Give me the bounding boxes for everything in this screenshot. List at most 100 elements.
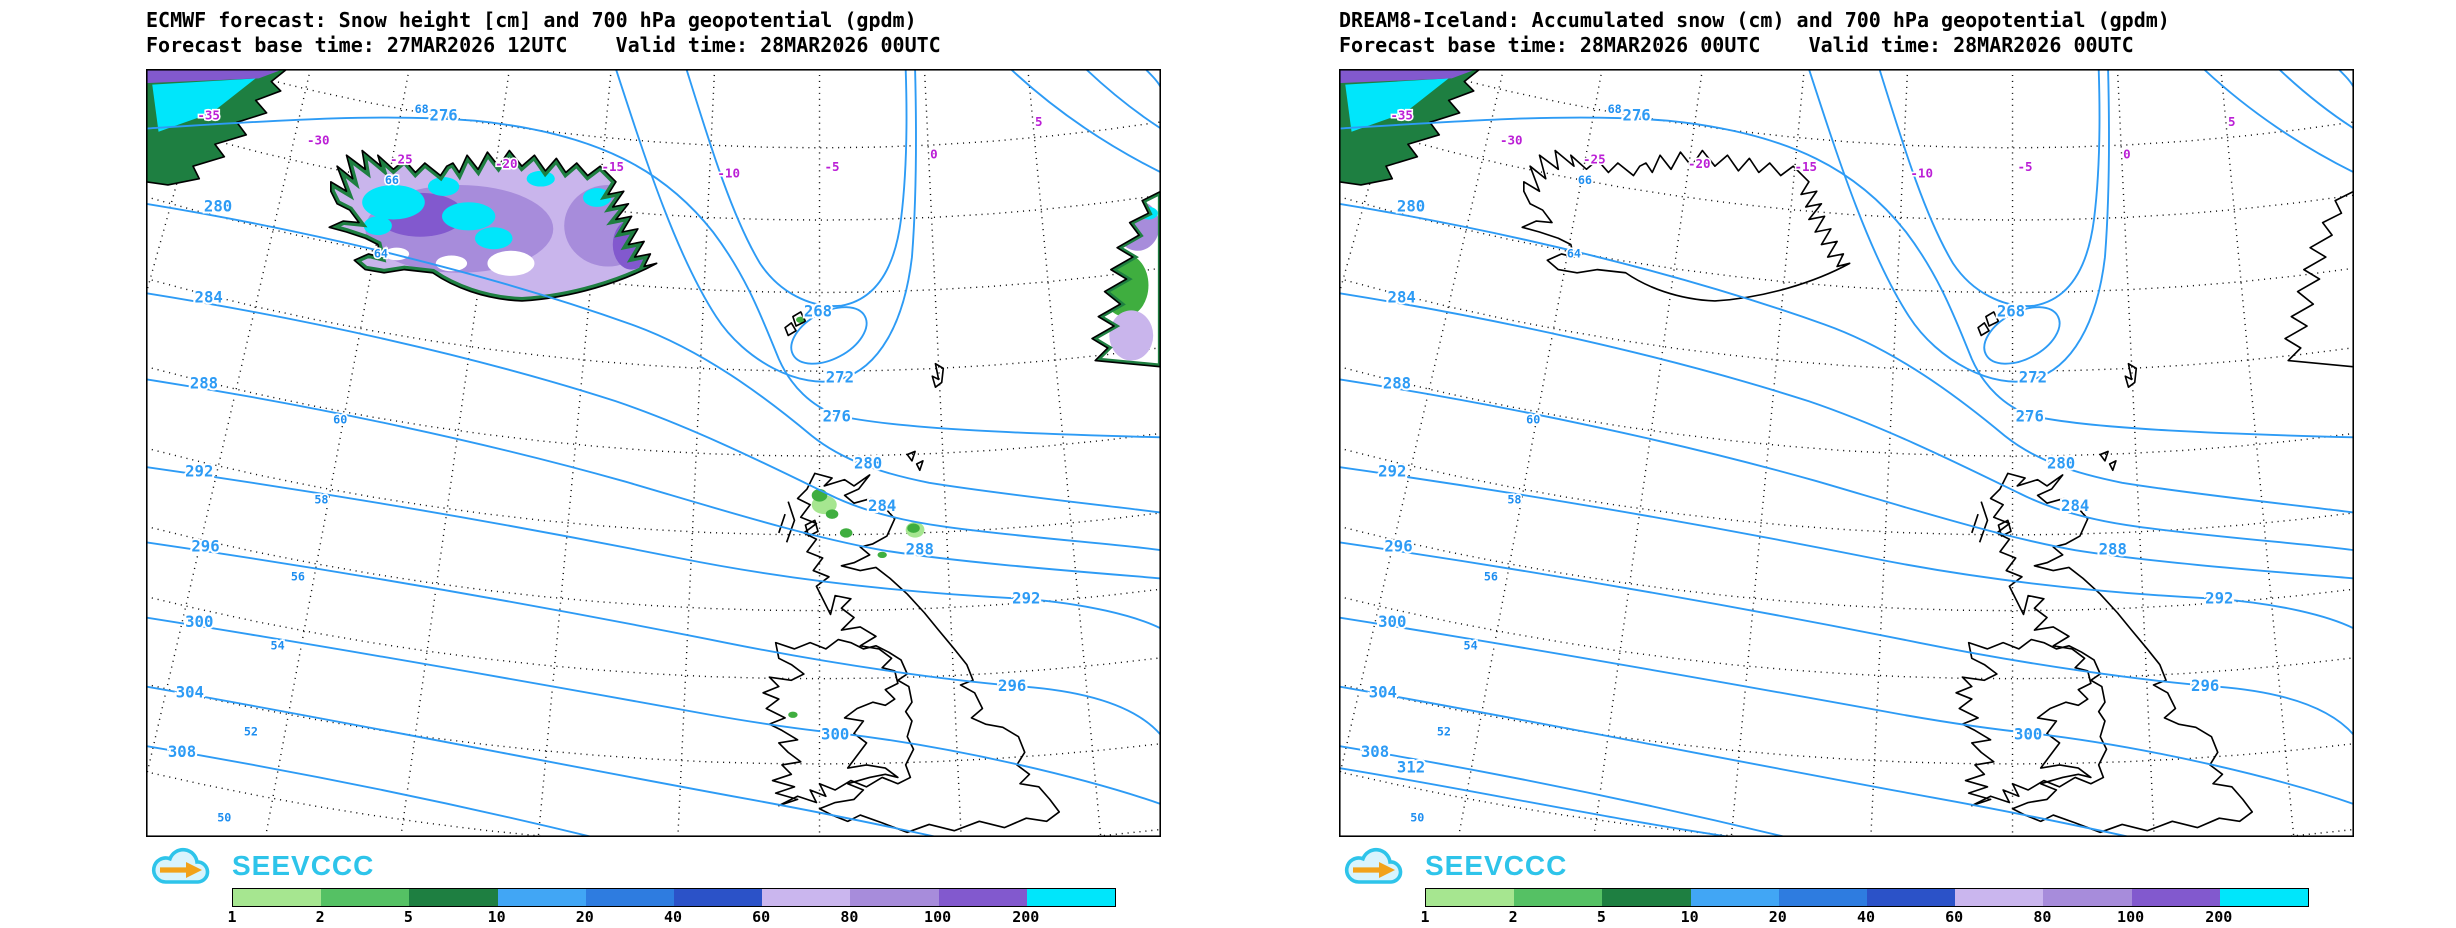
island-coastline — [1971, 501, 1989, 543]
graticule — [146, 69, 1161, 837]
parallel-line — [1339, 196, 2354, 294]
colorbar-label: 60 — [752, 908, 771, 926]
snow-shading — [526, 170, 555, 187]
colorbar-strip — [1425, 888, 2309, 907]
colorbar-label: 80 — [840, 908, 859, 926]
latitude-label: 60 — [333, 413, 347, 427]
colorbar-label: 20 — [575, 908, 594, 926]
contour-label: 288 — [1383, 374, 1411, 393]
contour-label: 296 — [998, 676, 1026, 695]
colorbar-cell — [409, 889, 498, 906]
longitude-label: -10 — [717, 166, 740, 181]
contour-label: 300 — [2014, 725, 2042, 744]
snow-shading — [839, 528, 853, 538]
contour-label: 284 — [868, 496, 896, 515]
island-coastline — [1997, 519, 2012, 537]
contour-label: 288 — [190, 374, 218, 393]
greenland-coastline — [146, 69, 288, 186]
colorbar-strip — [232, 888, 1116, 907]
geopotential-contour — [1339, 116, 2354, 439]
geopotential-contour — [1339, 541, 2354, 737]
geopotential-contour — [146, 466, 1161, 630]
contour-label: 284 — [1388, 287, 1416, 306]
geopotential-contour — [1084, 69, 1161, 130]
geopotential-contour — [1878, 69, 2101, 307]
contour-label: 292 — [185, 461, 213, 480]
colorbar-label: 10 — [487, 908, 506, 926]
meridian-line — [677, 69, 716, 837]
logo-text: SEEVCCC — [232, 850, 375, 881]
longitude-label: -15 — [601, 159, 624, 174]
ireland-coastline — [1955, 638, 2108, 807]
longitude-label: 0 — [930, 147, 938, 162]
latitude-label: 54 — [1463, 638, 1477, 652]
contour-label: 280 — [204, 196, 232, 215]
map-frame — [146, 69, 1161, 837]
parallel-line — [146, 447, 1161, 536]
longitude-label: -20 — [1688, 156, 1711, 171]
meridian-line — [400, 69, 511, 837]
colorbar-label: 1 — [227, 908, 237, 926]
geopotential-contour — [1339, 767, 1732, 837]
contour-label: 272 — [826, 367, 854, 386]
colorbar-cell — [321, 889, 410, 906]
snow-shading — [583, 188, 612, 207]
great-britain-coastline — [796, 472, 1061, 834]
snow-shading — [825, 509, 839, 519]
snow-shading — [362, 184, 425, 220]
cloud-shape — [151, 847, 210, 884]
colorbar-label: 60 — [1945, 908, 1964, 926]
meridian-line — [2220, 69, 2295, 837]
geopotential-contour-low — [790, 306, 868, 365]
iceland-coastline — [328, 149, 658, 302]
forecast-times-subtitle: Forecast base time: 27MAR2026 12UTC Vali… — [146, 33, 941, 57]
parallel-line — [1339, 365, 2354, 457]
great-britain-coastline — [1989, 472, 2254, 834]
panel-ecmwf: ECMWF forecast: Snow height [cm] and 700… — [146, 0, 1166, 926]
snow-shading — [427, 177, 460, 196]
latitude-label: 66 — [1578, 173, 1592, 187]
colorbar-cell — [1026, 889, 1116, 906]
island-coastline — [2124, 362, 2138, 388]
page-title: ECMWF forecast: Snow height [cm] and 700… — [146, 8, 917, 32]
snow-shading — [474, 227, 513, 250]
geopotential-contour — [146, 378, 1161, 580]
geopotential-contour — [146, 616, 1161, 806]
island-coastline — [792, 311, 807, 327]
scotland-snow-specks — [788, 316, 925, 718]
contour-label: 276 — [823, 406, 851, 425]
colorbar-cell — [585, 889, 675, 906]
geopotential-contour — [1009, 69, 1161, 174]
island-coastline — [1977, 322, 1990, 337]
longitude-label: -20 — [495, 156, 518, 171]
colorbar-label: 40 — [1856, 908, 1876, 926]
island-coastline — [1985, 311, 2000, 327]
island-coastline — [778, 501, 796, 543]
geopotential-contour-low — [1983, 306, 2061, 365]
contour-label: 292 — [1012, 588, 1040, 607]
meridian-line — [1339, 69, 1505, 782]
cloud-logo-icon — [151, 847, 210, 884]
seevccc-logo: SEEVCCC — [148, 845, 374, 887]
contour-label: 272 — [2019, 367, 2047, 386]
island-coastline — [2099, 450, 2117, 472]
latitude-label: 56 — [291, 569, 305, 583]
island-coastline — [906, 450, 924, 472]
colorbar-label: 200 — [1012, 908, 1040, 926]
meridian-line — [146, 69, 312, 782]
colorbar-label: 20 — [1768, 908, 1787, 926]
contour-label: 292 — [2205, 588, 2233, 607]
meridian-line — [146, 69, 210, 297]
latitude-label: 68 — [415, 102, 429, 116]
longitude-label: -30 — [1500, 133, 1523, 148]
colorbar-cell — [850, 889, 939, 906]
island-coastline — [931, 362, 945, 388]
parallel-line — [146, 683, 1161, 765]
longitude-label: 5 — [2228, 114, 2236, 129]
seevccc-logo: SEEVCCC — [1341, 845, 1567, 887]
colorbar-label: 2 — [1508, 908, 1518, 926]
colorbar-cell — [233, 889, 322, 906]
parallel-line — [1339, 595, 2354, 680]
contour-label: 280 — [854, 453, 882, 472]
contour-label: 296 — [2191, 676, 2219, 695]
